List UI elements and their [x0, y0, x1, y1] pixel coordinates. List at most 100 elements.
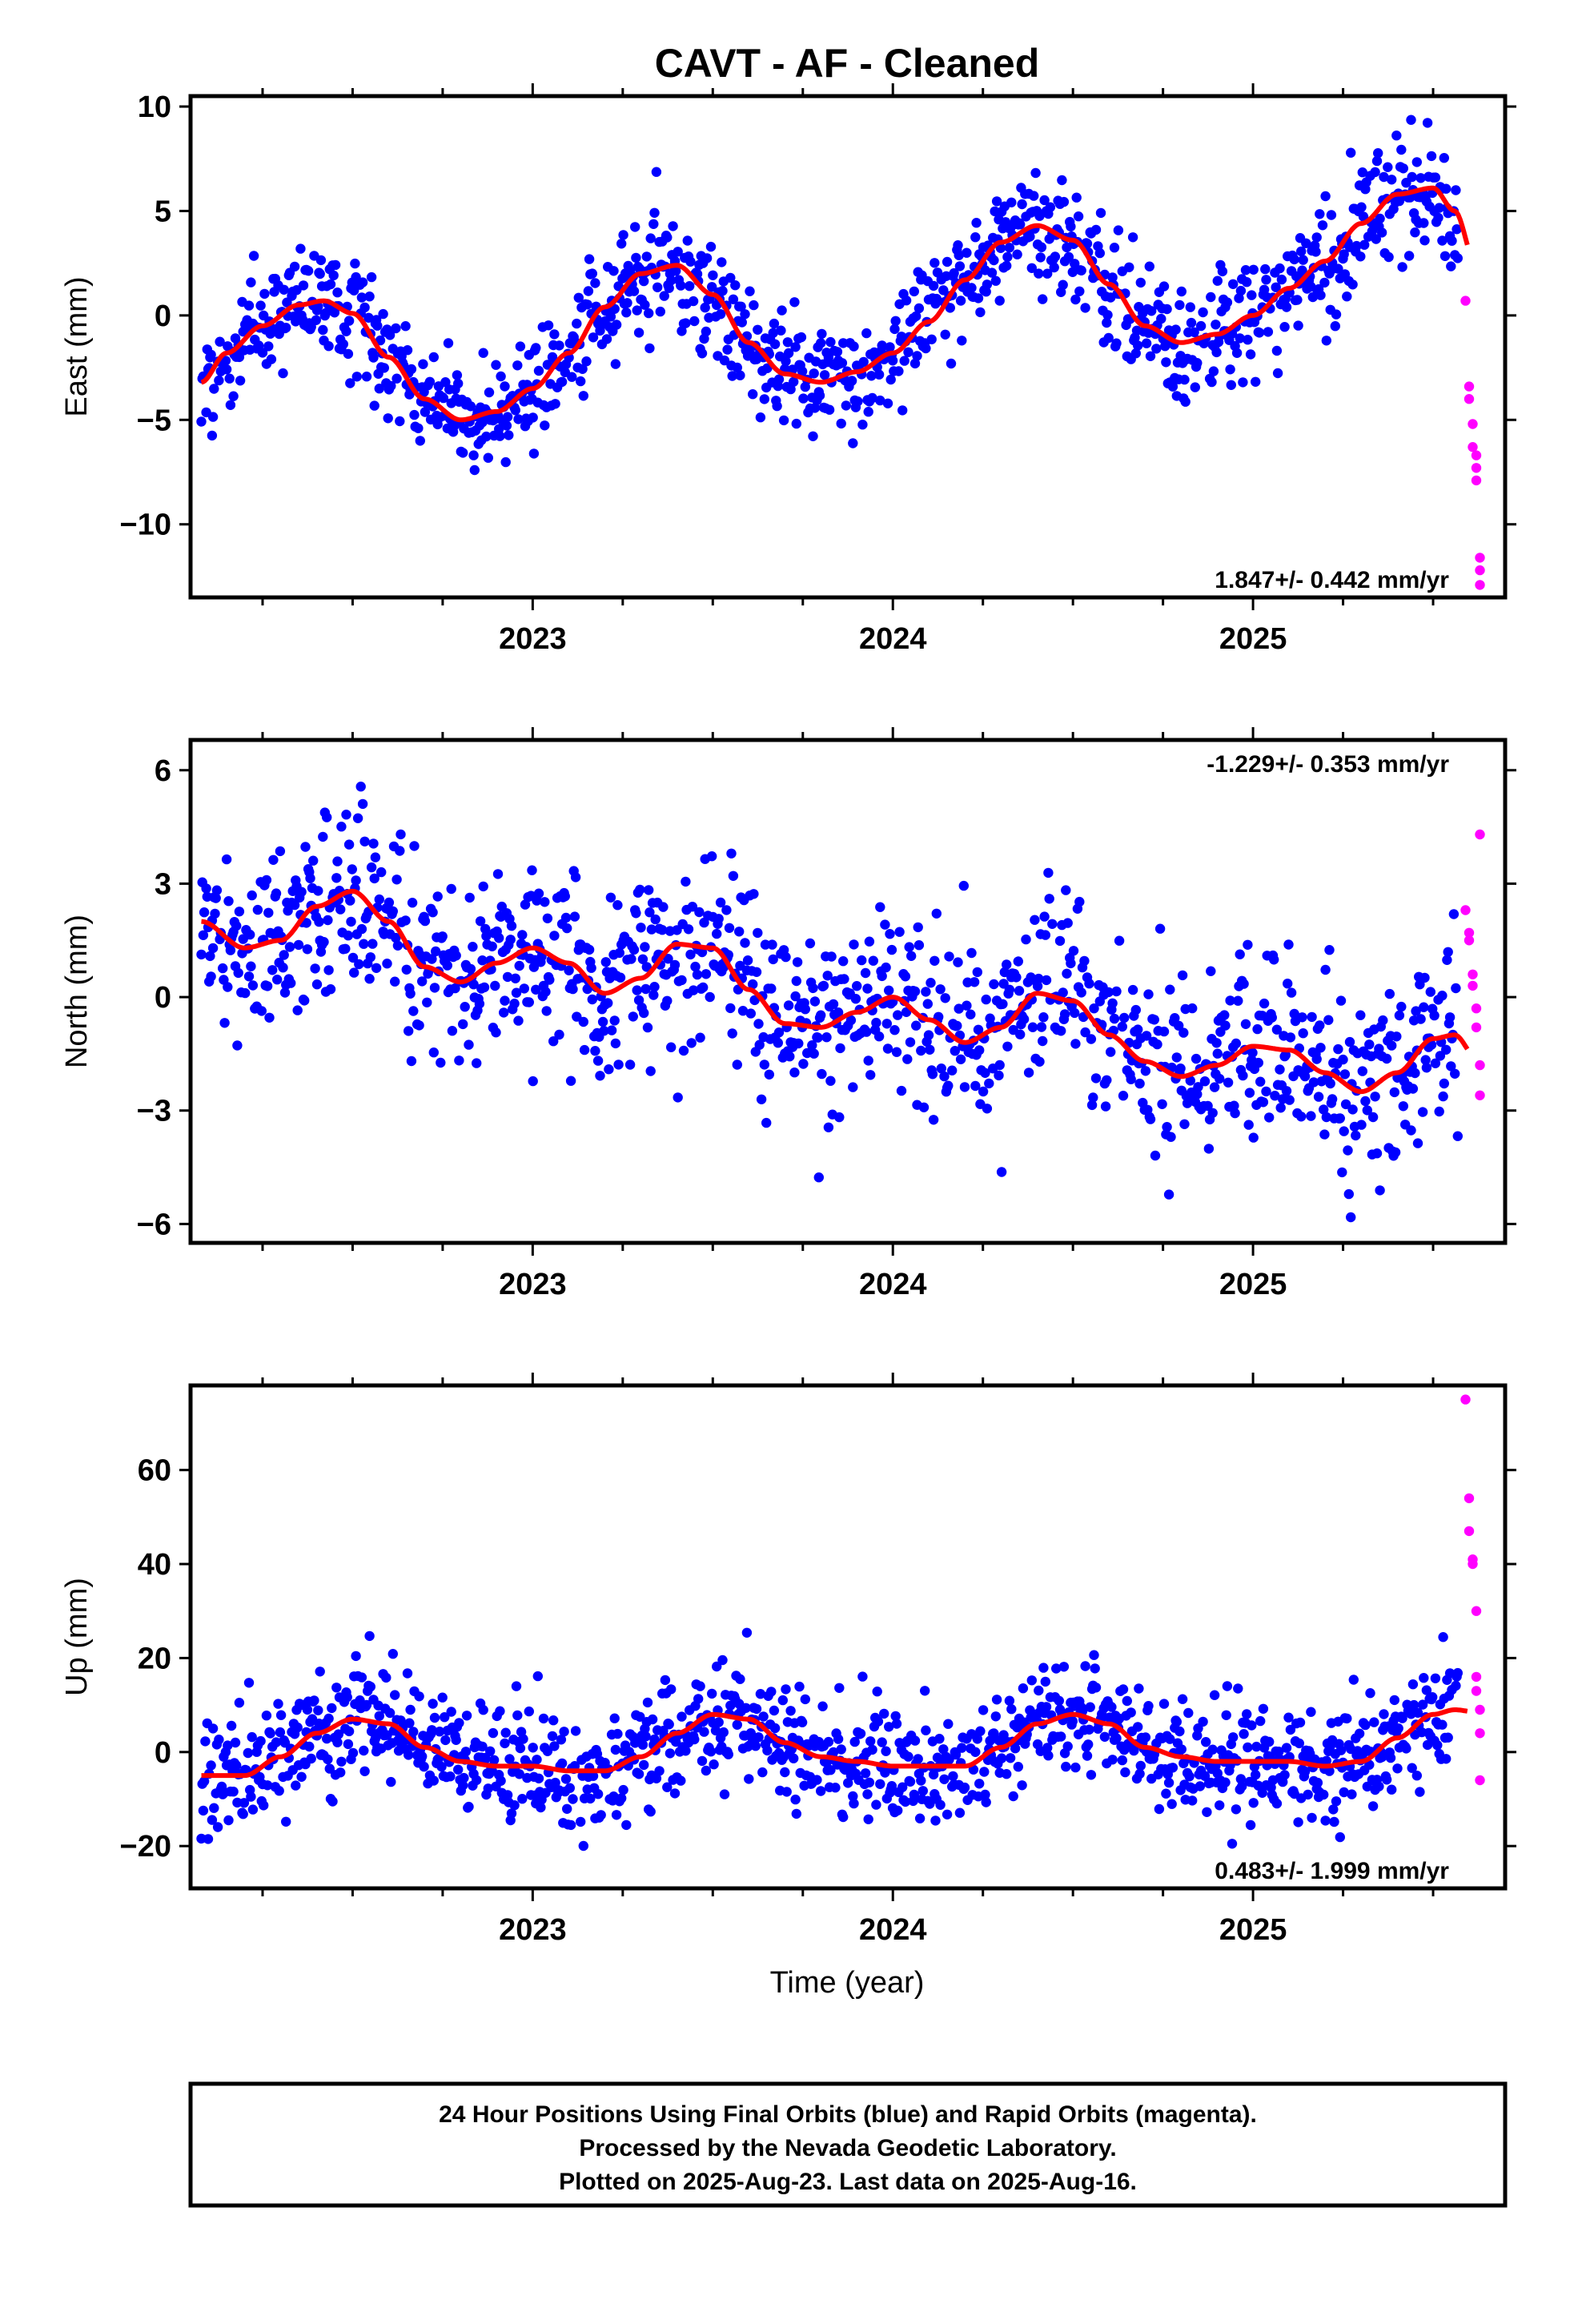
north-point: [1178, 1027, 1189, 1038]
north-point: [1199, 1076, 1211, 1087]
north-point: [839, 974, 849, 984]
east-point: [1074, 286, 1085, 296]
up-point: [243, 1678, 255, 1688]
north-point: [825, 1076, 836, 1086]
north-point: [725, 1003, 736, 1014]
up-point: [1008, 1791, 1018, 1802]
up-point: [1038, 1663, 1049, 1673]
east-point: [882, 398, 893, 408]
north-point: [1103, 987, 1114, 998]
east-point: [783, 348, 794, 359]
east-point: [395, 416, 405, 427]
north-point: [792, 957, 803, 967]
up-point: [1082, 1751, 1093, 1761]
east-point: [1426, 151, 1437, 162]
north-point: [911, 1020, 921, 1031]
up-point: [1369, 1717, 1379, 1727]
east-point: [361, 372, 372, 382]
north-point: [1252, 1023, 1263, 1035]
east-point: [1038, 294, 1048, 304]
up-point: [618, 1784, 628, 1795]
east-point: [685, 281, 695, 292]
east-point: [228, 391, 239, 401]
east-point: [649, 207, 660, 218]
up-point: [1335, 1745, 1347, 1755]
east-point: [1446, 261, 1456, 271]
north-point: [587, 994, 597, 1005]
north-point: [637, 954, 648, 965]
north-point: [346, 916, 356, 927]
north-point: [930, 955, 940, 967]
east-point: [1195, 320, 1207, 332]
east-point: [1439, 251, 1451, 261]
east-point: [1406, 115, 1416, 125]
north-point: [645, 1066, 656, 1076]
east-point: [214, 375, 224, 386]
east-rapid-point: [1464, 381, 1475, 392]
north-point: [1229, 1100, 1239, 1111]
north-point: [785, 1051, 795, 1062]
north-point: [609, 1015, 620, 1026]
north-point: [715, 897, 726, 908]
north-point: [685, 949, 696, 960]
north-point: [223, 896, 234, 907]
up-point: [669, 1788, 681, 1799]
east-point: [402, 345, 413, 356]
north-point: [1434, 1106, 1444, 1117]
east-point: [295, 243, 306, 254]
up-point: [757, 1767, 768, 1778]
north-point: [262, 981, 273, 991]
up-point: [374, 1711, 384, 1721]
east-point: [1066, 221, 1076, 232]
up-point: [825, 1765, 836, 1775]
up-point: [848, 1791, 858, 1802]
north-point: [947, 1065, 958, 1076]
up-point: [957, 1743, 967, 1753]
north-point: [1296, 1112, 1307, 1122]
north-point: [891, 1047, 902, 1057]
up-point: [719, 1789, 730, 1799]
north-point: [356, 923, 367, 935]
east-point: [303, 266, 314, 276]
up-point: [718, 1727, 729, 1738]
north-point: [533, 888, 544, 899]
east-point: [369, 400, 379, 411]
north-point: [505, 935, 516, 945]
up-point: [1443, 1732, 1453, 1743]
north-point: [642, 1022, 653, 1033]
up-rapid-point: [1468, 1558, 1478, 1570]
east-point: [791, 418, 801, 429]
east-point: [648, 219, 659, 229]
north-rapid-point: [1468, 969, 1478, 980]
up-point: [483, 1783, 493, 1794]
east-point: [424, 376, 436, 387]
north-point: [261, 875, 272, 886]
north-point: [1421, 1063, 1432, 1073]
up-rapid-point: [1460, 1394, 1471, 1405]
east-point: [1026, 263, 1038, 273]
north-point: [808, 983, 818, 994]
east-point: [315, 255, 327, 266]
north-point: [1114, 935, 1125, 946]
up-point: [309, 1695, 319, 1706]
up-ytick-label: 60: [138, 1454, 171, 1488]
north-point: [857, 955, 867, 966]
up-point: [707, 1688, 717, 1699]
up-point: [789, 1753, 799, 1763]
east-point: [659, 291, 669, 301]
up-point: [532, 1755, 542, 1765]
north-point: [201, 883, 211, 894]
east-point: [243, 300, 255, 311]
east-point: [1235, 285, 1247, 296]
up-point: [750, 1741, 761, 1751]
up-point: [336, 1756, 347, 1767]
north-point: [302, 944, 313, 955]
east-point: [206, 349, 216, 360]
east-point: [728, 294, 739, 304]
up-xtick-label: 2023: [499, 1913, 567, 1947]
up-point: [666, 1684, 677, 1695]
up-point: [359, 1766, 370, 1776]
north-point: [464, 892, 475, 903]
north-point: [597, 1016, 608, 1027]
